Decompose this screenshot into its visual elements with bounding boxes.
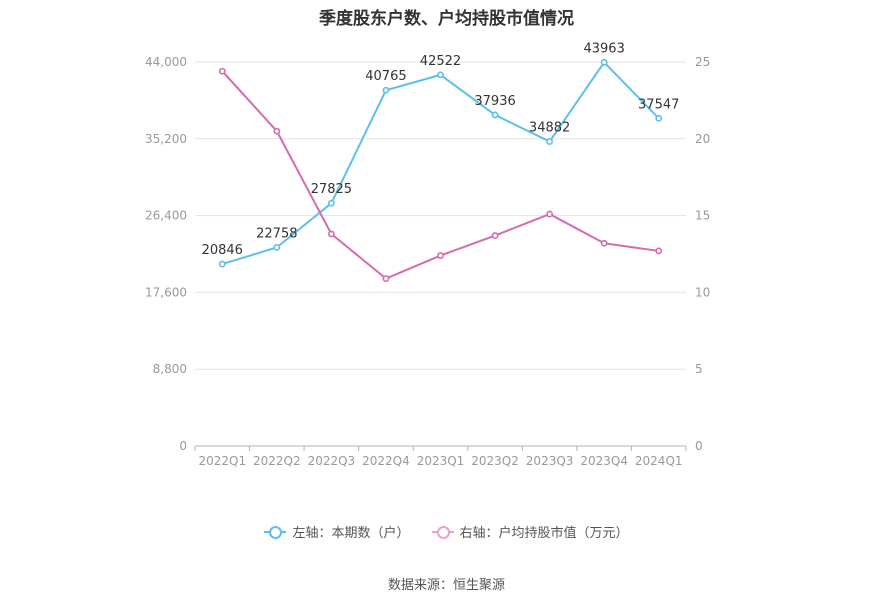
data-point — [382, 275, 390, 282]
y-right-tick-label: 25 — [695, 55, 710, 69]
data-point — [491, 232, 499, 239]
data-label: 22758 — [256, 226, 297, 241]
y-left-tick-label: 26,400 — [145, 209, 187, 223]
legend-label: 右轴：户均持股市值（万元） — [459, 526, 629, 541]
data-point — [655, 114, 663, 122]
legend-item-households[interactable]: 左轴：本期数（户） — [264, 522, 410, 541]
y-right-tick-label: 20 — [695, 132, 710, 146]
data-label: 34882 — [529, 121, 570, 136]
x-tick-label: 2023Q4 — [580, 454, 628, 468]
x-tick-label: 2023Q2 — [471, 454, 519, 468]
data-label: 27825 — [311, 182, 352, 197]
x-tick-label: 2022Q3 — [308, 454, 356, 468]
x-tick-label: 2024Q1 — [635, 454, 683, 468]
data-label: 42522 — [420, 54, 461, 69]
chart-legend: 左轴：本期数（户） 右轴：户均持股市值（万元） — [0, 522, 893, 541]
x-tick-label: 2022Q2 — [253, 454, 301, 468]
legend-item-avg-value[interactable]: 右轴：户均持股市值（万元） — [431, 522, 629, 541]
y-left-tick-label: 35,200 — [145, 132, 187, 146]
x-tick-label: 2022Q4 — [362, 454, 410, 468]
data-point — [546, 138, 554, 145]
data-label: 20846 — [202, 243, 243, 258]
data-point — [655, 247, 663, 255]
y-left-tick-label: 17,600 — [145, 285, 187, 299]
data-point — [327, 199, 335, 207]
y-left-tick-label: 44,000 — [145, 55, 187, 69]
data-label: 37936 — [474, 94, 515, 109]
data-source-note: 数据来源：恒生聚源 — [387, 578, 505, 593]
data-point — [273, 127, 281, 135]
series-line-2 — [221, 70, 659, 280]
data-point — [600, 58, 608, 66]
y-right-tick-label: 0 — [695, 439, 703, 453]
y-right-tick-label: 15 — [695, 209, 710, 223]
y-left-tick-label: 0 — [179, 439, 187, 453]
data-label: 43963 — [583, 41, 624, 56]
data-point — [218, 67, 226, 75]
data-point — [546, 210, 554, 218]
data-label: 40765 — [365, 69, 406, 84]
data-point — [382, 86, 390, 94]
legend-line-marker-icon — [431, 525, 454, 539]
data-point — [218, 260, 226, 268]
y-right-tick-label: 5 — [695, 362, 703, 376]
legend-label: 左轴：本期数（户） — [292, 526, 410, 541]
x-tick-label: 2023Q1 — [417, 454, 465, 468]
legend-line-marker-icon — [264, 525, 287, 539]
data-point — [327, 230, 335, 238]
x-tick-label: 2022Q1 — [198, 454, 246, 468]
data-point — [273, 243, 281, 251]
data-point — [437, 252, 444, 259]
chart-title: 季度股东户数、户均持股市值情况 — [319, 9, 574, 29]
y-left-tick-label: 8,800 — [153, 362, 187, 376]
data-point — [491, 111, 499, 119]
y-right-tick-label: 10 — [695, 285, 710, 299]
data-point — [437, 71, 444, 79]
data-point — [600, 239, 608, 247]
data-label: 37547 — [638, 97, 679, 112]
x-tick-label: 2023Q3 — [526, 454, 574, 468]
